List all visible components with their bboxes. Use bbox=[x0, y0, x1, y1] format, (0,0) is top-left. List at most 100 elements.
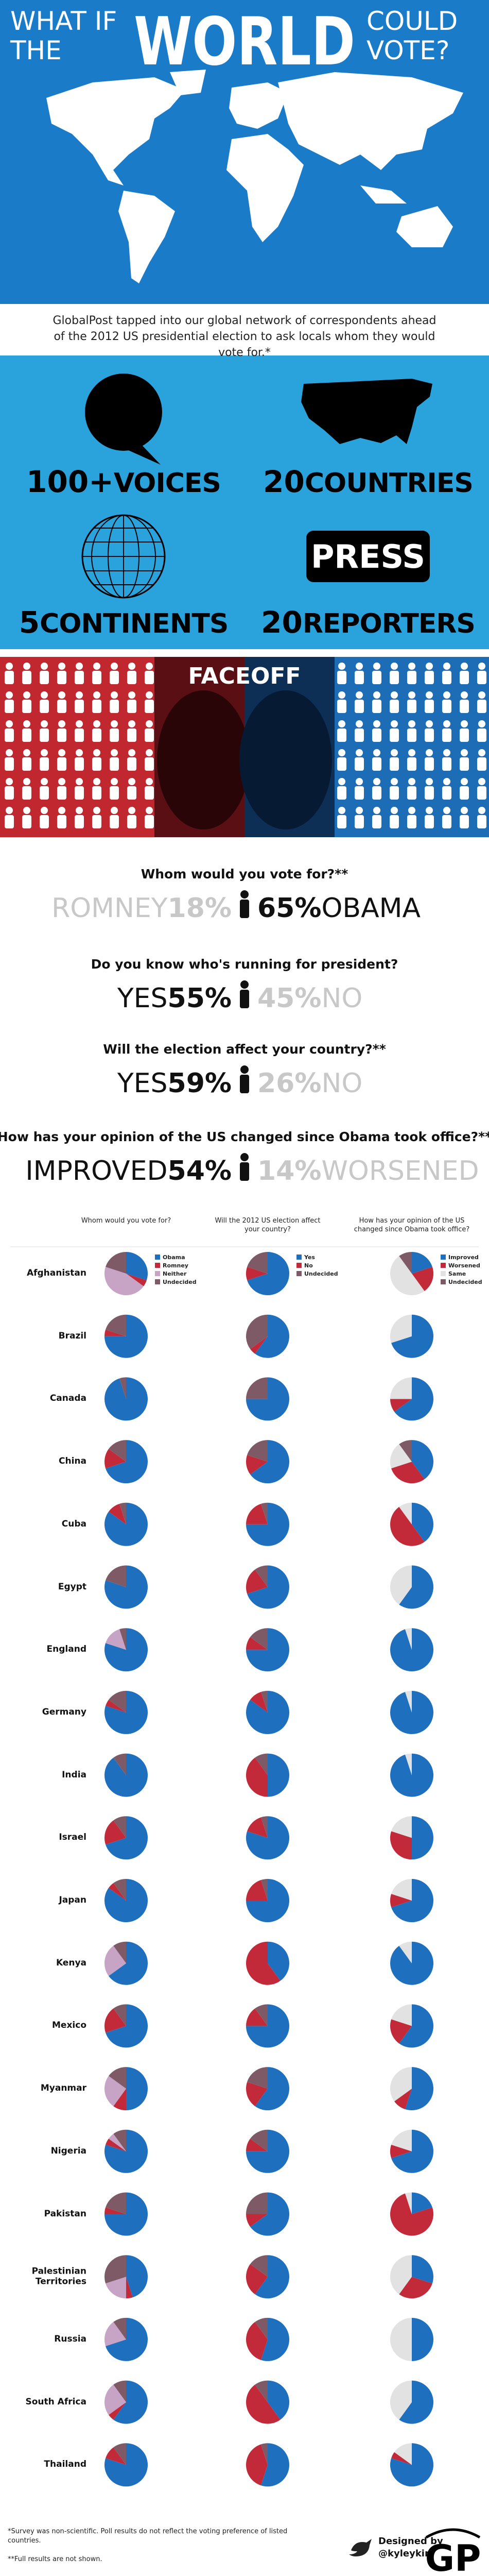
person-icon bbox=[355, 671, 364, 684]
map-continent bbox=[396, 206, 453, 247]
pie-slice bbox=[106, 1816, 148, 1860]
person-icon bbox=[426, 778, 433, 785]
person-icon bbox=[92, 671, 101, 684]
legend-label: Worsened bbox=[448, 1262, 480, 1269]
person-icon bbox=[58, 691, 65, 699]
pie-slice bbox=[106, 2004, 148, 2048]
footnote: **Full results are not shown. bbox=[8, 2555, 102, 2563]
person-icon bbox=[41, 663, 48, 670]
pie-slice bbox=[106, 2447, 126, 2465]
pie-slice bbox=[106, 1700, 126, 1713]
pie-slice bbox=[247, 1440, 268, 1462]
map-continent bbox=[46, 77, 185, 185]
person-icon bbox=[477, 815, 486, 828]
person-icon bbox=[443, 807, 450, 814]
pie-slice bbox=[255, 2067, 290, 2111]
pie-slice bbox=[106, 2317, 148, 2361]
person-icon bbox=[76, 749, 83, 756]
pie-slice bbox=[104, 2443, 148, 2487]
faceoff-title: FACEOFF bbox=[188, 663, 301, 689]
person-icon bbox=[146, 749, 153, 756]
pie-slice bbox=[106, 1252, 126, 1274]
person-icon bbox=[40, 815, 49, 828]
person-icon bbox=[75, 728, 84, 742]
country-label: Palestinian Territories bbox=[31, 2266, 86, 2287]
person-icon bbox=[355, 815, 364, 828]
pie-slice bbox=[261, 1816, 268, 1838]
person-icon bbox=[41, 749, 48, 756]
person-icon bbox=[93, 691, 100, 699]
pie-slice bbox=[399, 1565, 433, 1609]
pie-slice bbox=[391, 2452, 412, 2465]
pie-slice bbox=[104, 1377, 148, 1421]
person-icon bbox=[6, 691, 13, 699]
person-icon bbox=[76, 778, 83, 785]
person-icon bbox=[391, 807, 398, 814]
person-icon bbox=[356, 807, 363, 814]
title-main: WORLD bbox=[134, 4, 355, 80]
us-map-icon bbox=[301, 379, 432, 444]
person-icon bbox=[57, 757, 66, 771]
pie-slice bbox=[391, 1462, 425, 1484]
person-icon bbox=[75, 671, 84, 684]
answer-value: 18% bbox=[168, 893, 232, 924]
intro-text: GlobalPost tapped into our global networ… bbox=[53, 314, 436, 359]
pie-slice bbox=[412, 1252, 432, 1274]
person-icon bbox=[460, 815, 469, 828]
pie-slice bbox=[246, 1314, 268, 1349]
person-icon bbox=[145, 671, 154, 684]
designer-handle: @kyleykim bbox=[378, 2548, 434, 2559]
person-icon bbox=[391, 778, 398, 785]
pie-slice bbox=[412, 2192, 432, 2214]
answer-right: 45%NO bbox=[257, 983, 362, 1014]
stat: 20REPORTERS bbox=[261, 605, 475, 640]
person-icon bbox=[127, 757, 136, 771]
pie-slice bbox=[250, 2129, 268, 2151]
person-icon bbox=[390, 786, 399, 800]
pie-slice bbox=[399, 2277, 432, 2299]
answer-label: WORSENED bbox=[321, 1156, 479, 1187]
person-icon bbox=[23, 720, 30, 727]
person-icon bbox=[460, 700, 469, 713]
answer-right: 14%WORSENED bbox=[257, 1156, 479, 1187]
legend-label: Obama bbox=[163, 1254, 185, 1261]
pie-slice bbox=[104, 2384, 126, 2415]
person-icon bbox=[373, 691, 380, 699]
pie-slice bbox=[246, 1757, 268, 1797]
person-icon bbox=[145, 757, 154, 771]
title-part: VOTE? bbox=[366, 36, 449, 65]
pie-slice bbox=[390, 1894, 412, 1907]
person-icon bbox=[373, 749, 380, 756]
person-icon bbox=[110, 671, 119, 684]
person-icon bbox=[128, 663, 135, 670]
person-icon bbox=[337, 815, 346, 828]
pie-slice bbox=[106, 1629, 126, 1650]
pie-slice bbox=[109, 2067, 126, 2089]
legend-label: Undecided bbox=[304, 1270, 338, 1277]
person-icon bbox=[111, 749, 118, 756]
pie-slice bbox=[399, 2004, 433, 2048]
map-continent bbox=[118, 191, 175, 283]
person-icon bbox=[338, 691, 345, 699]
pie-slice bbox=[390, 1565, 412, 1605]
pie-slice bbox=[390, 1377, 412, 1399]
person-icon bbox=[442, 786, 451, 800]
person-icon bbox=[407, 786, 416, 800]
person-icon bbox=[355, 786, 364, 800]
pie-slice bbox=[255, 1314, 289, 1358]
legend-swatch bbox=[296, 1271, 302, 1276]
person-icon bbox=[478, 807, 485, 814]
pie-slice bbox=[250, 1440, 289, 1484]
person-icon bbox=[425, 757, 434, 771]
person-icon bbox=[443, 691, 450, 699]
pie-slice bbox=[412, 1267, 434, 1291]
pie-slice bbox=[261, 1690, 268, 1713]
pie-slice bbox=[405, 2067, 434, 2111]
person-icon bbox=[408, 778, 415, 785]
pie-slice bbox=[126, 2255, 148, 2298]
pie-slice bbox=[113, 2380, 148, 2424]
pie-slice bbox=[104, 2008, 126, 2033]
stat: 20COUNTRIES bbox=[263, 464, 473, 499]
person-icon bbox=[442, 728, 451, 742]
person-icon bbox=[75, 815, 84, 828]
